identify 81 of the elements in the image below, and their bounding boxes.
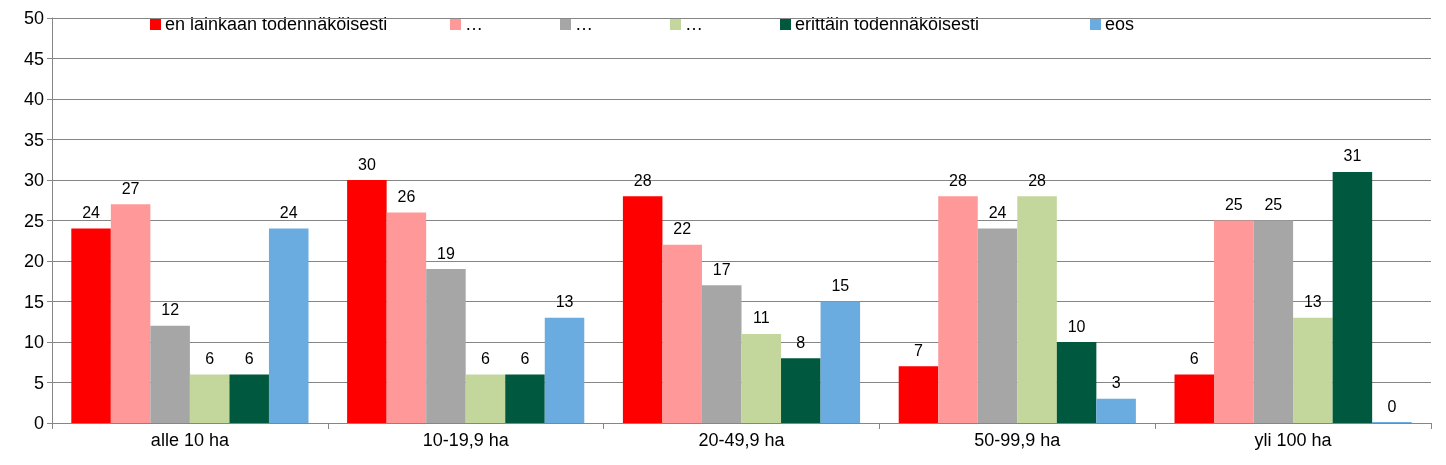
data-label: 12 — [161, 301, 180, 319]
bar — [781, 358, 821, 423]
bar — [1293, 317, 1333, 423]
data-label: 10 — [1067, 317, 1086, 335]
x-tick-label: yli 100 ha — [1254, 430, 1333, 450]
data-label: 6 — [205, 349, 215, 367]
x-tick-label: 50-99,9 ha — [974, 430, 1062, 450]
bar — [898, 366, 939, 423]
data-label: 28 — [1028, 171, 1047, 189]
data-label: 6 — [244, 349, 254, 367]
data-label: 27 — [121, 179, 140, 197]
bar — [1017, 196, 1057, 423]
bar — [465, 374, 506, 423]
bar — [268, 228, 309, 423]
bar — [1332, 171, 1373, 423]
bar — [938, 196, 978, 423]
data-label: 22 — [673, 220, 692, 238]
data-label: 11 — [752, 309, 770, 327]
y-tick-label: 30 — [23, 170, 44, 190]
data-label: 30 — [357, 155, 376, 173]
data-label: 8 — [796, 333, 806, 351]
bar — [1214, 220, 1254, 423]
y-tick-label: 40 — [23, 89, 44, 109]
y-tick-label: 45 — [23, 48, 44, 69]
data-label: 25 — [1264, 196, 1283, 213]
bar — [1174, 374, 1215, 423]
data-label: 31 — [1343, 147, 1362, 165]
y-tick-label: 5 — [33, 372, 44, 393]
bar — [741, 333, 782, 423]
bar — [426, 269, 466, 423]
bar — [1056, 342, 1097, 423]
data-label: 6 — [1189, 349, 1199, 367]
y-tick-label: 0 — [33, 413, 44, 433]
legend-label: … — [465, 14, 483, 34]
x-tick-label: 10-19,9 ha — [422, 430, 510, 450]
data-label: 6 — [481, 349, 491, 367]
data-label: 25 — [1224, 196, 1243, 213]
data-label: 3 — [1111, 374, 1121, 392]
data-label: 24 — [988, 204, 1007, 222]
legend-label: eos — [1105, 14, 1135, 34]
bar — [820, 301, 861, 423]
x-tick-label: 20-49,9 ha — [698, 430, 786, 450]
bar — [386, 212, 427, 423]
bar — [1096, 398, 1136, 423]
data-label: 24 — [279, 204, 298, 222]
y-tick-label: 20 — [23, 251, 44, 271]
data-label: 28 — [949, 171, 967, 189]
legend-label: … — [575, 14, 593, 34]
data-label: 6 — [520, 349, 530, 367]
data-label: 24 — [82, 204, 101, 222]
y-tick-label: 25 — [23, 210, 44, 231]
legend-label: erittäin todennäköisesti — [795, 14, 980, 34]
bar — [189, 374, 230, 423]
bar — [1253, 220, 1294, 423]
data-label: 19 — [437, 244, 455, 262]
legend-label: … — [685, 14, 703, 34]
bar — [150, 325, 190, 423]
y-tick-label: 10 — [23, 332, 44, 352]
y-tick-label: 35 — [23, 129, 44, 150]
y-tick-label: 15 — [23, 291, 44, 312]
x-tick-label: alle 10 ha — [150, 430, 230, 450]
data-label: 26 — [397, 187, 416, 205]
data-label: 0 — [1387, 397, 1397, 415]
legend-label: en lainkaan todennäköisesti — [165, 14, 388, 34]
bar — [71, 228, 111, 423]
data-label: 28 — [633, 171, 652, 189]
bar — [229, 374, 269, 423]
data-label: 15 — [831, 277, 850, 294]
y-tick-label: 50 — [23, 8, 44, 28]
bar — [701, 285, 742, 423]
data-label: 17 — [712, 260, 731, 278]
bar — [110, 204, 151, 423]
data-label: 7 — [914, 341, 924, 359]
bar — [505, 374, 545, 423]
bar — [347, 180, 387, 423]
bar — [622, 196, 663, 423]
bar — [977, 228, 1018, 423]
bar — [544, 317, 585, 423]
data-label: 13 — [1303, 293, 1322, 311]
bar — [662, 244, 702, 423]
data-label: 13 — [555, 293, 574, 311]
